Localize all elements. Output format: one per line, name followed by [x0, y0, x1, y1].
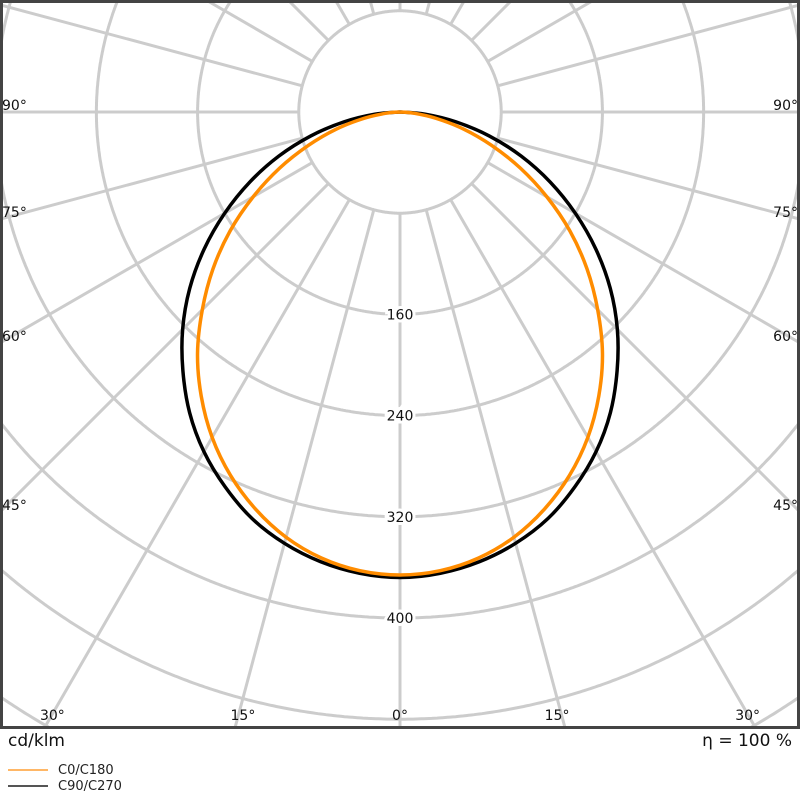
- angle-tick-label: 90°: [773, 98, 798, 114]
- unit-label: cd/klm: [8, 731, 65, 751]
- grid-spoke: [334, 0, 351, 26]
- grid-spoke: [205, 0, 314, 63]
- grid-spoke: [0, 161, 314, 345]
- legend-item-c90-c270: C90/C270: [8, 778, 122, 794]
- grid-spoke: [449, 0, 466, 26]
- plot-area: 160 240 320 400 90° 90° 75° 75° 60° 60° 45° 45° 30° 3…: [0, 0, 800, 729]
- angle-tick-label: 45°: [773, 498, 798, 514]
- curve-c0-c180: [195, 110, 605, 577]
- grid-spoke: [486, 161, 800, 345]
- efficiency-label: η = 100 %: [702, 731, 792, 751]
- grid-ring: [0, 422, 800, 620]
- angle-tick-label: 75°: [773, 205, 798, 221]
- grid-spoke: [233, 209, 376, 729]
- angle-tick-label: 15°: [545, 708, 570, 724]
- angle-tick-label: 75°: [2, 205, 27, 221]
- legend-item-c0-c180: C0/C180: [8, 762, 122, 778]
- angle-tick-label: 90°: [2, 98, 27, 114]
- legend-label: C0/C180: [58, 762, 114, 778]
- grid-spoke: [0, 182, 330, 514]
- grid-spoke: [470, 182, 800, 514]
- grid-ring: [0, 696, 800, 729]
- angle-tick-label: 60°: [2, 329, 27, 345]
- grid-ring: [196, 0, 604, 316]
- angle-tick-label: 0°: [392, 708, 408, 724]
- legend: C0/C180 C90/C270: [8, 762, 122, 794]
- angle-tick-label: 60°: [773, 329, 798, 345]
- angle-tick-label: 30°: [40, 708, 65, 724]
- radial-tick-label: 400: [387, 611, 414, 627]
- grid-ring: [0, 0, 800, 519]
- angle-tick-label: 45°: [2, 498, 27, 514]
- radial-tick-label: 320: [387, 510, 414, 526]
- grid-spoke: [497, 136, 800, 221]
- grid-spoke: [0, 3, 303, 88]
- angle-tick-label: 15°: [231, 708, 256, 724]
- grid-spoke: [497, 3, 800, 88]
- grid-ring: [94, 0, 706, 418]
- grid-spoke: [0, 136, 303, 221]
- grid-spoke: [486, 0, 595, 63]
- grid-spoke: [43, 198, 351, 729]
- legend-label: C90/C270: [58, 778, 122, 794]
- legend-swatch-orange: [8, 769, 48, 771]
- grid-spoke: [449, 198, 757, 729]
- legend-swatch-black: [8, 785, 48, 787]
- radial-tick-label: 160: [387, 307, 414, 323]
- grid-ring: [0, 569, 800, 721]
- grid-spoke: [424, 209, 567, 729]
- radial-tick-label: 240: [387, 409, 414, 425]
- plot-frame: [0, 0, 800, 729]
- grid-spoke: [286, 0, 330, 42]
- angle-tick-label: 30°: [735, 708, 760, 724]
- curve-c90-c270: [180, 110, 620, 580]
- grid-spoke: [470, 0, 514, 42]
